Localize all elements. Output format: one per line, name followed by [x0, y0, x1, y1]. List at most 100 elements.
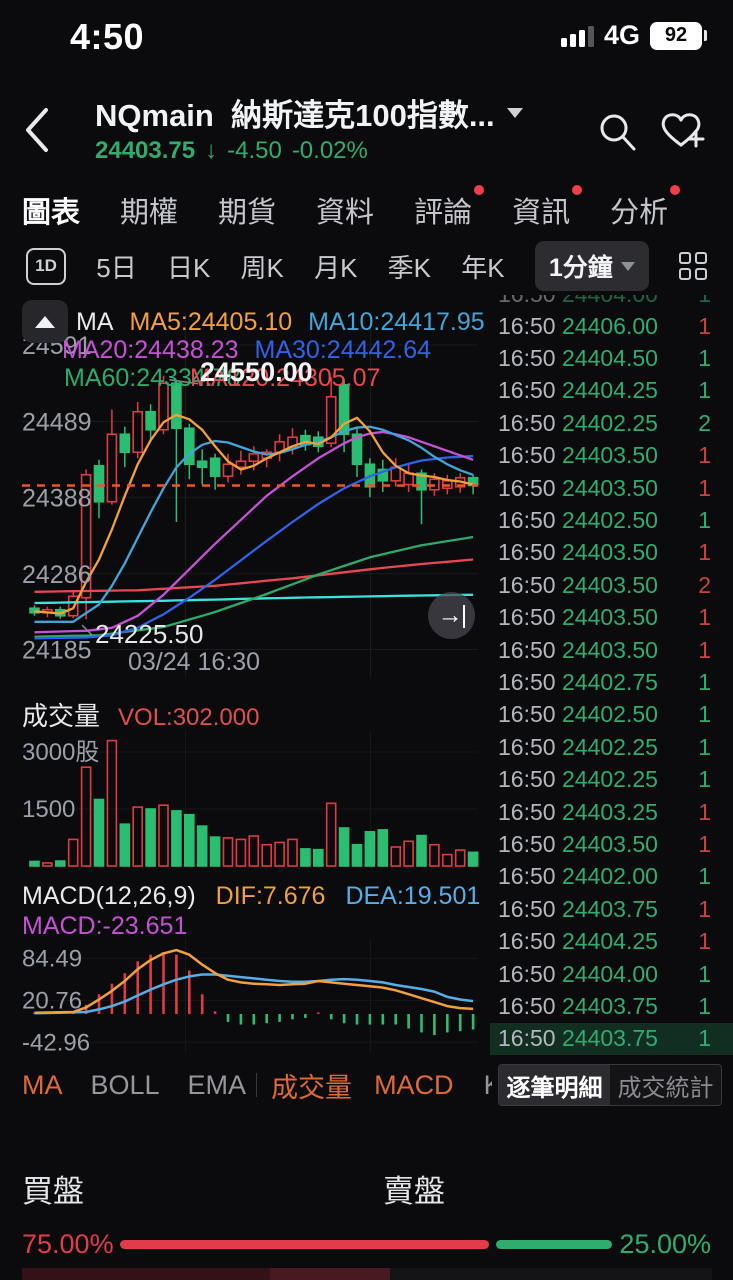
- indicator-main-boll[interactable]: BOLL: [90, 1069, 160, 1100]
- depth-row-sliver-right: [390, 1268, 712, 1280]
- sell-ratio-segment: [496, 1240, 612, 1249]
- volume-legend: 成交量 VOL:302.000: [22, 701, 260, 731]
- trade-time: 16:50: [498, 960, 556, 987]
- nav-tab-4[interactable]: 資料: [316, 197, 375, 229]
- volume-chart[interactable]: 3000股 1500: [0, 690, 490, 878]
- trade-qty: 1: [698, 701, 711, 728]
- range-1d-icon[interactable]: 1D: [26, 247, 66, 285]
- trade-time: 16:50: [498, 895, 556, 922]
- trade-row: 16:50 24402.50 1: [490, 699, 733, 731]
- trade-price: 24403.75: [562, 895, 658, 922]
- sell-side-label: 賣盤: [383, 1174, 445, 1209]
- trade-time: 16:50: [498, 992, 556, 1019]
- trade-price: 24404.00: [562, 960, 658, 987]
- trade-time: 16:50: [498, 636, 556, 663]
- trade-time: 16:50: [498, 571, 556, 598]
- multi-chart-grid-icon[interactable]: [678, 252, 707, 280]
- trade-row: 16:50 24402.25 2: [490, 407, 733, 439]
- interval-selector[interactable]: 1分鐘: [534, 241, 649, 291]
- indicator-sub-1[interactable]: 成交量: [271, 1072, 353, 1103]
- macd-legend-line1: MACD(12,26,9) DIF:7.676 DEA:19.501: [22, 882, 481, 910]
- trade-qty: 1: [698, 507, 711, 534]
- symbol-title-row[interactable]: NQmain 納斯達克100指數...: [95, 90, 523, 135]
- depth-row-sliver-mid: [270, 1268, 390, 1280]
- status-bar: 4:50 4G 92: [0, 0, 733, 70]
- period-month[interactable]: 月K: [314, 252, 358, 283]
- trade-row: 16:50 24403.75 1: [490, 990, 733, 1022]
- trade-price: 24402.00: [562, 863, 658, 890]
- nav-tab-3[interactable]: 期貨: [218, 197, 277, 229]
- nav-tab-7[interactable]: 分析: [610, 185, 681, 231]
- trade-qty: 1: [698, 830, 711, 857]
- svg-text:24225.50: 24225.50: [95, 619, 203, 649]
- trade-price: 24402.25: [562, 409, 658, 436]
- trade-qty: 2: [698, 571, 711, 598]
- battery-level: 92: [650, 21, 702, 50]
- trade-time: 16:50: [498, 507, 556, 534]
- trade-time: 16:50: [498, 830, 556, 857]
- status-time: 4:50: [70, 16, 145, 57]
- ma-legend-line1: MA MA5:24405.10 MA10:24417.95: [76, 308, 485, 336]
- trade-qty: 1: [698, 928, 711, 955]
- trade-row: 16:50 24402.50 1: [490, 504, 733, 536]
- trade-time: 16:50: [498, 539, 556, 566]
- trade-qty: 1: [698, 863, 711, 890]
- nav-tab-6[interactable]: 資訊: [512, 185, 583, 231]
- indicator-selector-bar: MA BOLL EMA 成交量 MACD KDJ: [0, 1062, 492, 1108]
- search-icon[interactable]: [594, 108, 642, 158]
- nav-tab-5[interactable]: 評論: [414, 185, 485, 231]
- trade-row: 16:50 24404.00 1: [490, 958, 733, 990]
- nav-tab-1[interactable]: 圖表: [16, 189, 80, 234]
- chevron-down-icon: [506, 107, 523, 118]
- add-favorite-heart-icon[interactable]: [658, 108, 706, 158]
- nav-tabs: 圖表 期權 期貨 資料 評論 資訊 分析: [16, 184, 681, 236]
- sell-pct: 25.00%: [619, 1229, 711, 1259]
- trade-qty: 1: [698, 668, 711, 695]
- trade-qty: 1: [698, 636, 711, 663]
- period-quarter[interactable]: 季K: [387, 252, 432, 283]
- period-5d[interactable]: 5日: [96, 252, 137, 283]
- macd-chart[interactable]: 84.49 20.76 -42.96: [0, 878, 490, 1062]
- nav-tab-2[interactable]: 期權: [120, 197, 179, 229]
- trade-time: 16:50: [498, 377, 556, 404]
- trade-qty: 1: [698, 474, 711, 501]
- tab-trade-stats[interactable]: 成交統計: [617, 1074, 714, 1102]
- trade-qty: 1: [698, 345, 711, 372]
- svg-text:24185: 24185: [22, 637, 92, 665]
- trade-price: 24403.50: [562, 539, 658, 566]
- trade-row: 16:50 24404.25 1: [490, 375, 733, 407]
- indicator-sub-3[interactable]: KDJ: [484, 1070, 492, 1101]
- trade-price: 24402.50: [562, 507, 658, 534]
- trade-row: 16:50 24402.25 1: [490, 763, 733, 795]
- indicator-main-ema[interactable]: EMA: [187, 1069, 247, 1100]
- trade-time: 16:50: [498, 766, 556, 793]
- trade-row-latest: 16:50 24403.75 1: [490, 1022, 733, 1055]
- trade-qty: 1: [698, 312, 711, 339]
- tab-trade-detail[interactable]: 逐筆明細: [499, 1065, 610, 1105]
- period-year[interactable]: 年K: [461, 252, 505, 283]
- period-day[interactable]: 日K: [166, 252, 211, 283]
- svg-text:24388: 24388: [22, 484, 92, 512]
- buy-pct: 75.00%: [22, 1229, 114, 1259]
- indicator-sub-2[interactable]: MACD: [374, 1069, 454, 1100]
- trade-price: 24403.25: [562, 798, 658, 825]
- trade-row: 16:50 24402.25 1: [490, 731, 733, 763]
- trade-qty: 1: [698, 604, 711, 631]
- jump-to-latest-button[interactable]: →|: [428, 592, 475, 639]
- trade-time: 16:50: [498, 1025, 556, 1052]
- signal-icon: [560, 25, 594, 47]
- collapse-chart-button[interactable]: [22, 300, 68, 343]
- svg-text:84.49: 84.49: [22, 945, 82, 972]
- back-icon[interactable]: [20, 104, 56, 156]
- trade-price: 24403.50: [562, 830, 658, 857]
- period-week[interactable]: 周K: [240, 252, 284, 283]
- time-and-sales-list[interactable]: 16:5024404.00116:5024406.00116:5024404.5…: [490, 295, 733, 1061]
- trade-row: 16:50 24403.50 1: [490, 472, 733, 504]
- ma-legend-ma120: MA120:24305.07: [190, 364, 381, 392]
- depth-row-sliver-left: [22, 1268, 270, 1280]
- trade-row: 16:50 24404.25 1: [490, 925, 733, 957]
- indicator-main-ma[interactable]: MA: [22, 1069, 63, 1100]
- session-high-marker: 24550.00: [200, 357, 313, 387]
- detail-tabs: 逐筆明細 成交統計: [498, 1064, 722, 1106]
